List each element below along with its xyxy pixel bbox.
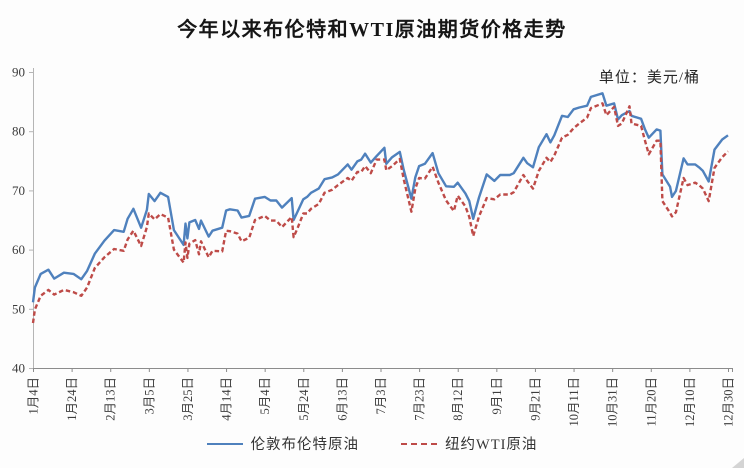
legend-item-brent: 伦敦布伦特原油 [206, 433, 360, 454]
wti-series-line [31, 102, 729, 324]
x-tick-label: 2月13日 [104, 377, 118, 421]
chart-title: 今年以来布伦特和WTI原油期货价格走势 [177, 19, 567, 41]
x-tick-label: 8月12日 [451, 377, 465, 421]
x-tick-label: 7月23日 [413, 377, 427, 421]
y-tick-label: 90 [12, 65, 25, 80]
y-tick-label: 50 [12, 301, 25, 316]
x-tick-label: 9月21日 [528, 377, 542, 421]
x-tick-label: 4月14日 [220, 377, 234, 421]
x-tick-label: 12月30日 [722, 377, 736, 427]
x-tick-label: 9月1日 [490, 377, 504, 415]
legend-item-wti-label: 纽约WTI原油 [445, 437, 538, 453]
brent-line-swatch-icon [206, 442, 243, 445]
wti-line-swatch-icon [401, 442, 438, 445]
y-tick-label: 60 [12, 242, 25, 257]
legend-item-wti: 纽约WTI原油 [401, 433, 537, 454]
x-tick-label: 3月25日 [181, 377, 195, 421]
x-tick-label: 10月31日 [606, 377, 620, 427]
x-tick-label: 7月3日 [374, 377, 388, 415]
x-tick-label: 1月4日 [27, 377, 41, 415]
chart-legend: 伦敦布伦特原油 纽约WTI原油 [0, 433, 744, 454]
x-tick-label: 12月10日 [683, 377, 697, 427]
x-tick-label: 5月24日 [297, 377, 311, 421]
x-tick-label: 1月24日 [65, 377, 79, 421]
x-tick-label: 3月5日 [142, 377, 156, 415]
x-tick-label: 10月11日 [567, 377, 581, 427]
brent-series-line [31, 92, 729, 303]
y-tick-label: 70 [12, 183, 25, 198]
page-corner-artifact [732, 458, 744, 468]
x-tick-label: 5月4日 [258, 377, 272, 415]
unit-label: 单位：美元/桶 [598, 70, 700, 86]
x-tick-label: 11月20日 [644, 377, 658, 427]
legend-item-brent-label: 伦敦布伦特原油 [250, 437, 360, 453]
x-tick-label: 6月13日 [335, 377, 349, 421]
y-tick-label: 80 [12, 124, 25, 139]
y-tick-label: 40 [12, 361, 25, 376]
